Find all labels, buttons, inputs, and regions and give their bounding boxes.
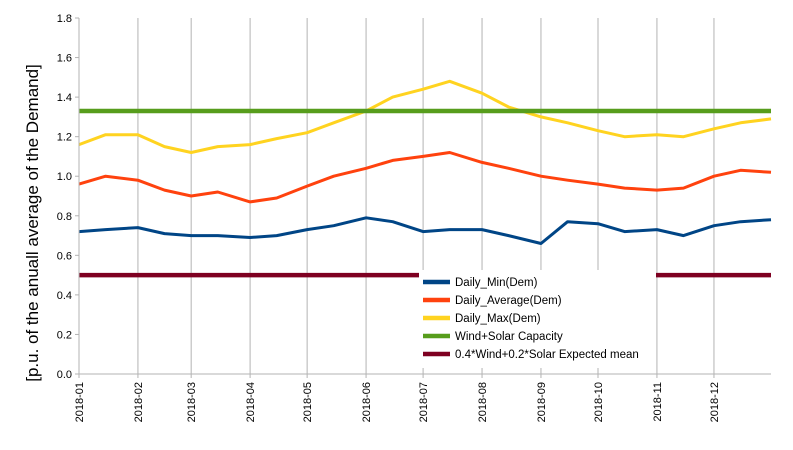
y-tick-label: 1.6 bbox=[57, 53, 72, 65]
axes bbox=[78, 18, 771, 375]
series-group bbox=[78, 79, 772, 278]
legend-label-min: Daily_Min(Dem) bbox=[455, 277, 538, 289]
legend-label-capacity: Wind+Solar Capacity bbox=[455, 331, 563, 343]
legend-label-avg: Daily_Average(Dem) bbox=[455, 295, 562, 307]
legend-box bbox=[419, 270, 656, 368]
legend-label-max: Daily_Max(Dem) bbox=[455, 313, 541, 325]
legend-label-expected: 0.4*Wind+0.2*Solar Expected mean bbox=[455, 349, 639, 361]
x-tick-label: 2018-03 bbox=[186, 382, 198, 422]
series-line-avg bbox=[78, 151, 772, 204]
y-tick-label: 1.4 bbox=[57, 92, 72, 104]
y-tick-label: 0.0 bbox=[57, 369, 72, 381]
x-tick-label: 2018-08 bbox=[477, 382, 489, 422]
series-line-min bbox=[78, 216, 772, 245]
legend: Daily_Min(Dem) Daily_Average(Dem) Daily_Ma… bbox=[419, 270, 656, 368]
y-axis-title: [p.u. of the anuall average of the Deman… bbox=[23, 64, 42, 382]
x-tick-label: 2018-12 bbox=[709, 382, 721, 422]
x-tick-label: 2018-11 bbox=[652, 382, 664, 422]
y-tick-label: 0.2 bbox=[57, 329, 72, 341]
x-tick-label: 2018-07 bbox=[418, 382, 430, 422]
y-tick-label: 1.0 bbox=[57, 171, 72, 183]
series-line-max bbox=[78, 79, 772, 154]
y-tick-label: 0.8 bbox=[57, 211, 72, 223]
x-tick-label: 2018-02 bbox=[133, 382, 145, 422]
y-tick-label: 1.8 bbox=[57, 13, 72, 25]
x-tick-labels: 2018-01 2018-02 2018-03 2018-04 2018-05 2018-… bbox=[74, 382, 721, 422]
y-tick-label: 0.4 bbox=[57, 290, 72, 302]
x-tick-label: 2018-06 bbox=[361, 382, 373, 422]
x-tick-label: 2018-04 bbox=[245, 382, 257, 422]
y-tick-labels: 0.0 0.2 0.4 0.6 0.8 1.0 1.2 1.4 1.6 1.8 bbox=[57, 13, 79, 381]
x-tick-label: 2018-01 bbox=[74, 382, 86, 422]
x-tick-label: 2018-09 bbox=[536, 382, 548, 422]
x-tick-label: 2018-10 bbox=[593, 382, 605, 422]
x-tick-label: 2018-05 bbox=[302, 382, 314, 422]
y-tick-label: 0.6 bbox=[57, 250, 72, 262]
y-tick-label: 1.2 bbox=[57, 132, 72, 144]
